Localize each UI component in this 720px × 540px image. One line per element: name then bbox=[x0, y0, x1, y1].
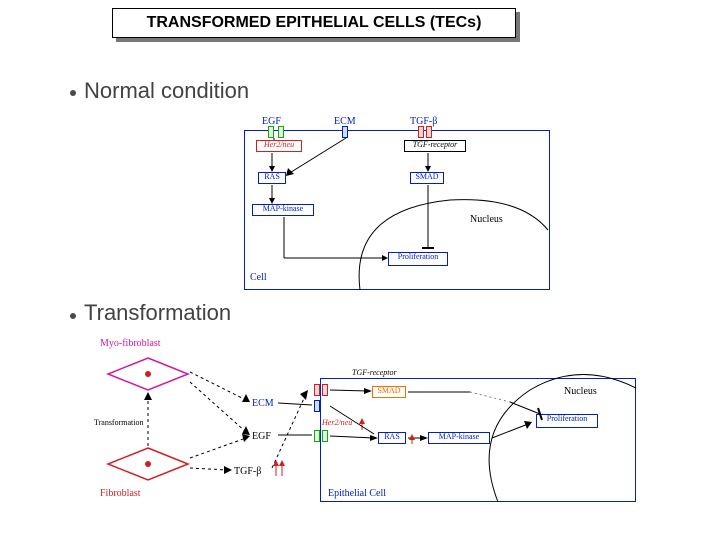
normal-egf-receptor-glyph bbox=[268, 126, 274, 138]
normal-nucleus-label: Nucleus bbox=[470, 214, 503, 225]
normal-tgf-receptor-glyph bbox=[418, 126, 424, 138]
title-text: TRANSFORMED EPITHELIAL CELLS (TECs) bbox=[147, 14, 482, 32]
trans-tgfrec-glyph2 bbox=[322, 384, 328, 396]
normal-map-box: MAP-kinase bbox=[252, 204, 314, 216]
trans-egf-label: EGF bbox=[252, 431, 271, 442]
trans-ras-box: RAS bbox=[378, 432, 406, 444]
normal-ecm-receptor-glyph bbox=[342, 126, 348, 138]
trans-tgf-label: TGF-β bbox=[234, 466, 261, 477]
trans-fib-label: Fibroblast bbox=[100, 488, 141, 499]
trans-transarrow-label: Transformation bbox=[94, 418, 143, 427]
normal-cell-label: Cell bbox=[250, 272, 267, 283]
trans-epithelial-label: Epithelial Cell bbox=[328, 488, 386, 499]
trans-ecmrec-glyph bbox=[314, 400, 320, 412]
normal-ras-box: RAS bbox=[258, 172, 286, 184]
trans-ecm-label: ECM bbox=[252, 398, 274, 409]
trans-nucleus-label: Nucleus bbox=[564, 386, 597, 397]
trans-prolif-box: Proliferation bbox=[536, 414, 598, 428]
trans-map-box: MAP-kinase bbox=[428, 432, 490, 444]
normal-tgfrec-box: TGF-receptor bbox=[404, 140, 466, 152]
bullet-transformation bbox=[70, 313, 76, 319]
bullet-normal bbox=[70, 90, 76, 96]
heading-normal: Normal condition bbox=[84, 78, 249, 104]
normal-prolif-box: Proliferation bbox=[388, 252, 448, 266]
title-box: TRANSFORMED EPITHELIAL CELLS (TECs) bbox=[112, 8, 516, 38]
normal-egf-receptor-glyph2 bbox=[278, 126, 284, 138]
normal-tgf-receptor-glyph2 bbox=[426, 126, 432, 138]
normal-her2-box: Her2/neu bbox=[256, 140, 302, 152]
trans-tgfrec-label: TGF-receptor bbox=[352, 368, 397, 377]
trans-smad-box: SMAD bbox=[372, 386, 406, 398]
trans-egfrec-glyph1 bbox=[314, 430, 320, 442]
normal-smad-box: SMAD bbox=[410, 172, 444, 184]
trans-egfrec-glyph2 bbox=[322, 430, 328, 442]
heading-transformation: Transformation bbox=[84, 300, 231, 326]
trans-myo-label: Myo-fibroblast bbox=[100, 338, 161, 349]
trans-her2-label: Her2/neu bbox=[322, 418, 352, 427]
trans-tgfrec-glyph1 bbox=[314, 384, 320, 396]
